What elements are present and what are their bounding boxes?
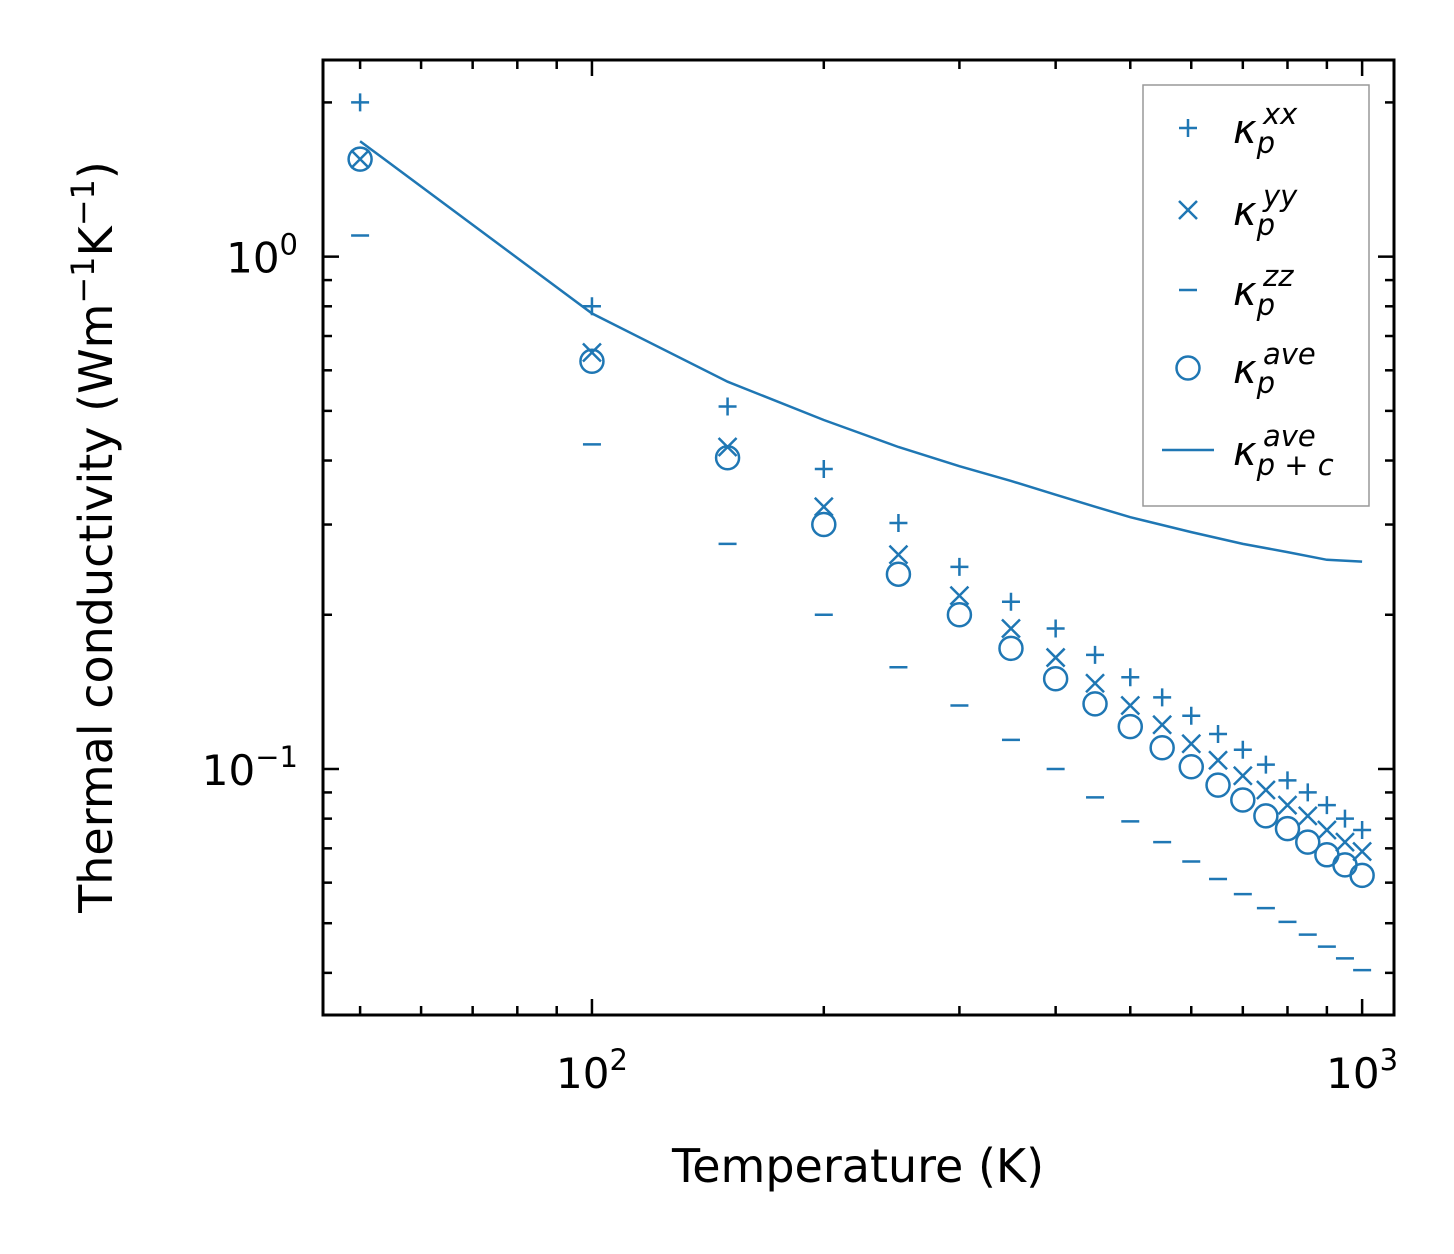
kappa-xx-point [1298, 783, 1317, 802]
kappa-xx-point [1209, 725, 1228, 744]
kappa-ave-point [998, 635, 1024, 662]
kappa-yy-point [1277, 795, 1298, 816]
legend-label-sup-zz: zz [1262, 259, 1294, 293]
kappa-xx-point [889, 514, 908, 533]
legend-frame [1142, 84, 1370, 507]
kappa-ave_pc-line [359, 140, 1363, 563]
series-kappa-xx [351, 93, 1372, 840]
series-kappa-zz [351, 234, 1372, 972]
kappa-xx-point [1335, 809, 1354, 828]
kappa-xx-point [1086, 645, 1105, 664]
kappa-ave-point [1082, 691, 1108, 717]
kappa-yy-point [1045, 647, 1066, 668]
major-ticks [323, 60, 1394, 1015]
kappa-yy-point [1120, 695, 1141, 716]
kappa-xx-point [1182, 706, 1201, 725]
y-tick-labels: 10−1 100 [202, 228, 298, 795]
legend-label-xx: κp [1233, 107, 1275, 160]
kappa-yy-point [1352, 841, 1373, 862]
y-tick-label-0.1: 10−1 [202, 740, 298, 795]
kappa-ave-point [579, 348, 605, 374]
kappa-ave-point [1253, 803, 1279, 829]
legend-marker-yy [1178, 200, 1198, 220]
kappa-yy-point [1001, 618, 1021, 639]
legend-label-sup-xx: xx [1262, 97, 1298, 131]
y-axis-label: Thermal conductivity (Wm−1K−1) [64, 161, 123, 914]
y-tick-label-1: 100 [226, 228, 298, 283]
kappa-ave-point [714, 445, 741, 471]
kappa-xx-point [1046, 619, 1065, 638]
kappa-ave-point [1042, 666, 1069, 692]
kappa-ave-point [811, 511, 837, 538]
kappa-xx-point [718, 397, 737, 416]
kappa-ave-point [1117, 713, 1144, 740]
kappa-yy-point [1316, 820, 1337, 840]
kappa-ave-point [946, 602, 973, 628]
series-kappa-ave-p-plus-c [359, 140, 1363, 563]
kappa-xx-point [1121, 668, 1140, 687]
kappa-ave-point [1178, 754, 1205, 780]
kappa-xx-point [950, 557, 969, 576]
x-tick-label-100: 102 [556, 1043, 628, 1098]
kappa-ave-point [1230, 787, 1256, 813]
legend-marker-xx [1179, 119, 1197, 137]
kappa-yy-point [813, 496, 834, 517]
kappa-xx-point [1153, 688, 1172, 707]
x-tick-labels: 102 103 [556, 1043, 1398, 1098]
kappa-xx-point [814, 460, 833, 479]
kappa-xx-point [1353, 821, 1372, 840]
kappa-ave-point [1295, 829, 1321, 855]
legend-label-sup-yy: yy [1262, 179, 1298, 213]
kappa-ave-point [1274, 815, 1301, 842]
kappa-ave-point [347, 146, 373, 172]
kappa-yy-point [1297, 805, 1318, 826]
kappa-yy-point [1181, 733, 1202, 754]
kappa-xx-point [351, 93, 370, 112]
kappa-xx-point [1001, 592, 1020, 611]
kappa-xx-point [1256, 755, 1275, 774]
kappa-ave-point [885, 561, 912, 587]
kappa-yy-point [1085, 673, 1105, 694]
kappa-yy-point [1208, 750, 1228, 771]
legend-label-zz: κp [1233, 269, 1275, 322]
x-axis-label: Temperature (K) [671, 1139, 1044, 1193]
kappa-xx-point [1278, 771, 1297, 790]
legend-label-yy: κp [1233, 189, 1275, 242]
kappa-yy-point [1232, 765, 1253, 786]
kappa-yy-point [949, 585, 970, 606]
kappa-yy-point [1256, 780, 1276, 800]
plot-area [347, 93, 1375, 972]
kappa-xx-point [1317, 796, 1336, 815]
kappa-yy-point [350, 149, 370, 170]
x-tick-label-1000: 103 [1326, 1043, 1398, 1098]
kappa-yy-point [1152, 714, 1173, 735]
kappa-yy-point [582, 342, 602, 363]
kappa-ave-point [1205, 772, 1231, 798]
legend-label-ave: κp [1233, 347, 1275, 400]
legend-label-sup-ave: ave [1263, 337, 1316, 371]
kappa-yy-point [1335, 832, 1355, 852]
legend-label-ave_pc: κp + c [1233, 429, 1334, 482]
legend-label-sup-ave_pc: ave [1263, 419, 1316, 453]
series-kappa-ave [347, 146, 1375, 889]
plot-frame [321, 58, 1396, 1017]
kappa-xx-point [1233, 740, 1252, 759]
kappa-yy-point [888, 544, 909, 565]
kappa-ave-point [1349, 862, 1375, 889]
legend-marker-ave [1175, 355, 1201, 381]
kappa-ave-point [1149, 735, 1175, 761]
